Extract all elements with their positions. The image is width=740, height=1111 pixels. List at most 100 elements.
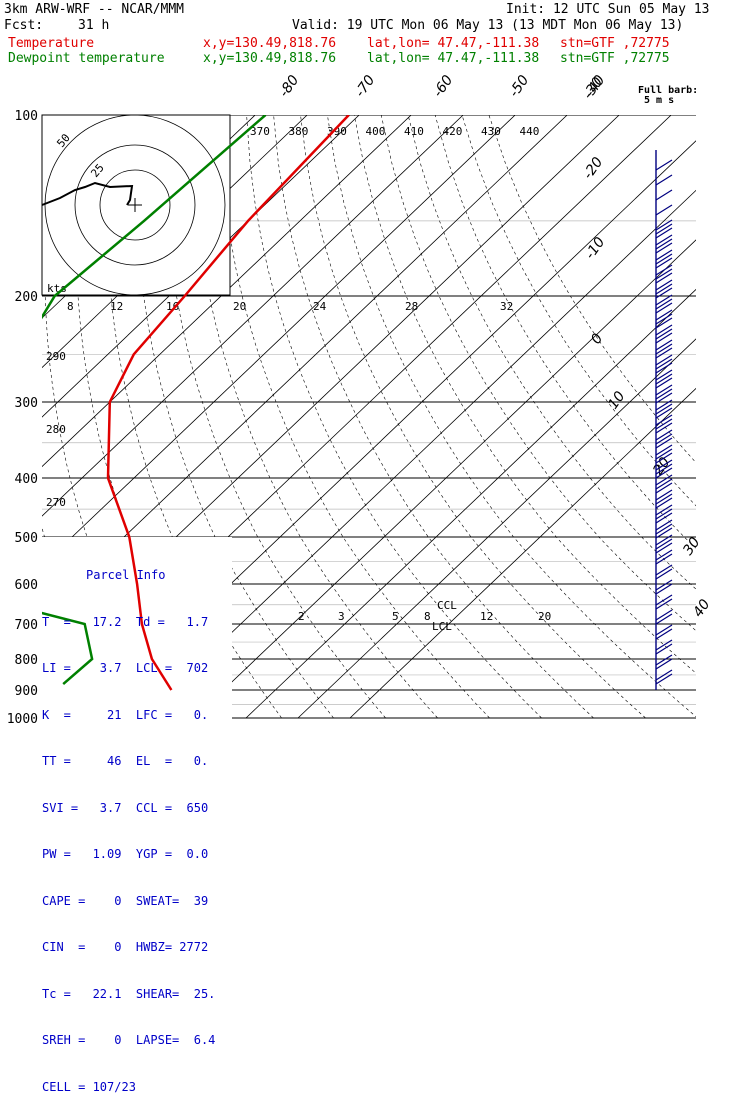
mixing-ratio-label: 12 bbox=[480, 610, 493, 623]
wind-barb bbox=[655, 489, 673, 501]
pressure-tick-label: 500 bbox=[15, 531, 38, 546]
wind-barb bbox=[655, 242, 673, 254]
dry-adiabat-line bbox=[407, 115, 696, 590]
wind-barb bbox=[655, 478, 673, 490]
isotherm-line bbox=[297, 338, 696, 719]
wind-barb bbox=[655, 527, 673, 539]
isotherm-tick-label: -10 bbox=[582, 234, 608, 262]
forecast-label: Fcst: bbox=[4, 18, 44, 33]
wind-barb bbox=[655, 493, 673, 505]
wind-barb bbox=[655, 407, 673, 419]
isotherm-tick-label: -60 bbox=[430, 72, 456, 100]
wind-barb bbox=[655, 377, 673, 389]
wind-barb bbox=[655, 519, 673, 531]
dewpoint-legend-station: stn=GTF ,72775 bbox=[560, 51, 670, 66]
wind-barb bbox=[655, 159, 673, 171]
parcel-row: SVI = 3.7 CCL = 650 bbox=[42, 800, 209, 815]
wind-barb bbox=[655, 354, 673, 366]
wind-barb bbox=[655, 452, 673, 464]
theta-label: 430 bbox=[481, 125, 501, 138]
wind-barb bbox=[655, 512, 673, 524]
hodograph-ring bbox=[74, 144, 196, 266]
wind-barb bbox=[655, 497, 673, 509]
wind-barb bbox=[655, 174, 673, 186]
isotherm-tick-label: -50 bbox=[506, 72, 532, 100]
wind-barb bbox=[655, 448, 673, 460]
parcel-info-panel: Parcel Info T = 17.2 Td = 1.7 LI = 3.7 L… bbox=[42, 537, 232, 1111]
wind-barb bbox=[655, 444, 673, 456]
wind-barb bbox=[655, 328, 673, 340]
pressure-tick-label: 1000 bbox=[7, 712, 38, 727]
parcel-row: Tc = 22.1 SHEAR= 25. bbox=[42, 986, 216, 1001]
dry-adiabat-line bbox=[273, 115, 594, 719]
wind-barb bbox=[655, 583, 673, 595]
wind-barb bbox=[655, 332, 673, 344]
theta-label: 390 bbox=[327, 125, 347, 138]
wind-barb bbox=[655, 628, 673, 640]
wind-barb bbox=[655, 414, 673, 426]
parcel-row: CAPE = 0 SWEAT= 39 bbox=[42, 893, 209, 908]
wind-barb bbox=[655, 249, 673, 261]
mixing-ratio-label: 16 bbox=[166, 300, 179, 313]
wind-barb bbox=[655, 549, 673, 561]
temperature-legend-name: Temperature bbox=[8, 36, 95, 51]
isotherm-line bbox=[42, 115, 464, 517]
wind-barb bbox=[655, 437, 673, 449]
theta-label: 410 bbox=[404, 125, 424, 138]
dry-adiabat-line bbox=[327, 115, 696, 718]
pressure-tick-label: 400 bbox=[15, 472, 38, 487]
wind-barb bbox=[655, 257, 673, 269]
wind-barb bbox=[655, 343, 673, 355]
dry-adiabat-line bbox=[246, 115, 542, 719]
temperature-curve bbox=[106, 115, 350, 691]
pressure-tick-label: 800 bbox=[15, 653, 38, 668]
isotherm-tick-label: 30 bbox=[680, 534, 703, 558]
theta-e-label: 290 bbox=[46, 350, 66, 363]
theta-label: 440 bbox=[520, 125, 540, 138]
dry-adiabat-line bbox=[434, 115, 696, 549]
wind-barb bbox=[655, 384, 673, 396]
skewt-diagram: 1002003004005006007008009001000403020100… bbox=[6, 72, 714, 727]
mixing-ratio-label: 3 bbox=[338, 610, 345, 623]
wind-barb bbox=[655, 294, 673, 306]
dry-adiabat-line bbox=[192, 115, 438, 719]
isotherm-line bbox=[42, 115, 568, 616]
mixing-ratio-label: 2 bbox=[298, 610, 305, 623]
isotherm-tick-label: 40 bbox=[690, 596, 713, 620]
wind-barb bbox=[655, 523, 673, 535]
hodograph-trace bbox=[41, 181, 134, 206]
isotherm-line bbox=[141, 189, 696, 719]
parcel-row: CIN = 0 HWBZ= 2772 bbox=[42, 940, 209, 954]
wind-barb bbox=[655, 508, 673, 520]
parcel-info-title: Parcel Info bbox=[86, 568, 166, 582]
dewpoint-curve bbox=[42, 115, 267, 686]
wind-barb bbox=[655, 279, 673, 291]
parcel-row: PW = 1.09 YGP = 0.0 bbox=[42, 847, 209, 861]
wind-barb bbox=[655, 669, 673, 681]
dewpoint-legend-xy: x,y=130.49,818.76 bbox=[203, 51, 337, 66]
wind-barb bbox=[655, 553, 673, 565]
wind-barb bbox=[655, 403, 673, 415]
mixing-ratio-label: 20 bbox=[538, 610, 551, 623]
parcel-row: TT = 46 EL = 0. bbox=[42, 754, 209, 768]
wind-barb bbox=[655, 433, 673, 445]
isotherm-tick-label: 0 bbox=[588, 331, 606, 348]
wind-barb bbox=[655, 347, 673, 359]
wind-barb bbox=[655, 317, 673, 329]
isotherm-line bbox=[349, 387, 696, 719]
wind-barb bbox=[655, 302, 673, 314]
wind-barb bbox=[655, 673, 673, 685]
mixing-ratio-label: 20 bbox=[233, 300, 246, 313]
wind-barb bbox=[655, 598, 673, 610]
parcel-row: LI = 3.7 LCL = 702 bbox=[42, 661, 209, 675]
wind-barb bbox=[655, 643, 673, 655]
wind-barb bbox=[655, 373, 673, 385]
isotherm-line bbox=[42, 115, 516, 567]
ccl-annotation: CCL bbox=[437, 599, 457, 612]
theta-label: 400 bbox=[366, 125, 386, 138]
wind-barb bbox=[655, 362, 673, 374]
wind-barb bbox=[655, 594, 673, 606]
wind-barb bbox=[655, 579, 673, 591]
forecast-hour: 31 h bbox=[78, 18, 110, 33]
dry-adiabat-line bbox=[300, 115, 646, 719]
